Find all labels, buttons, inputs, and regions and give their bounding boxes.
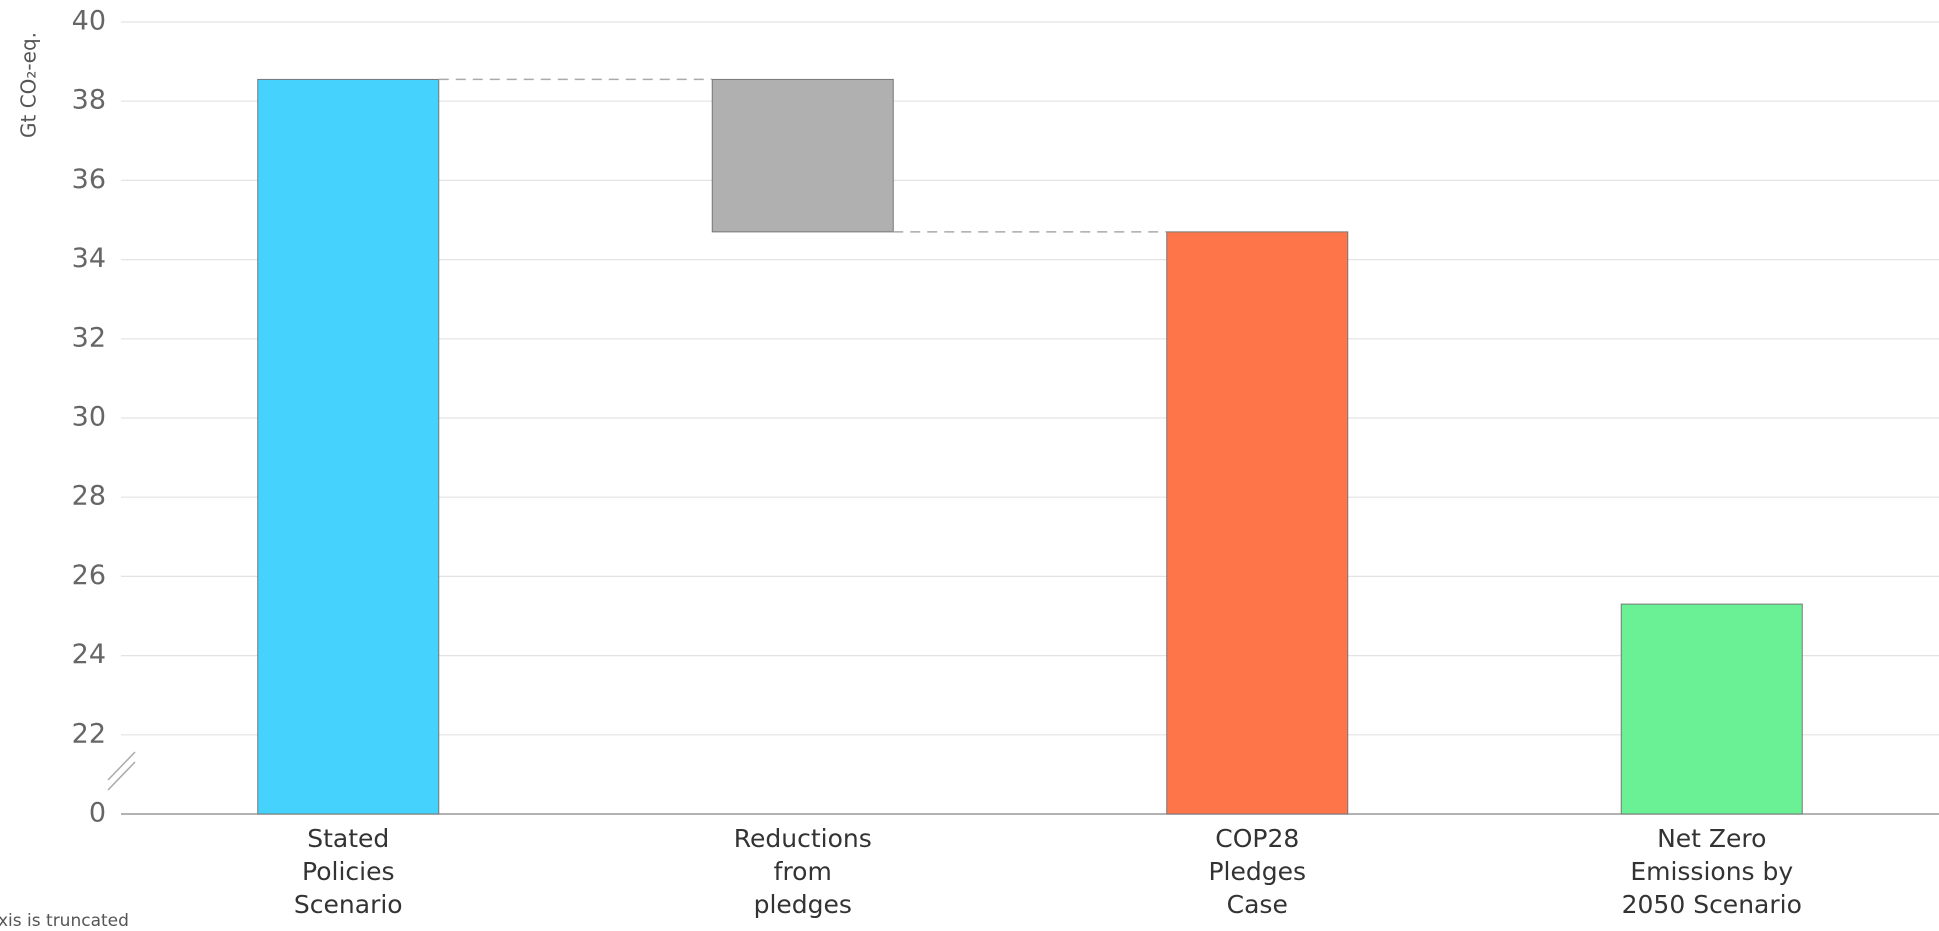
x-tick-label-line: pledges: [754, 890, 852, 919]
x-tick-label-line: Case: [1227, 890, 1288, 919]
x-tick-label: Reductions from pledges: [734, 824, 872, 919]
bar: [711, 78, 894, 233]
y-tick-label: 26: [72, 560, 106, 591]
x-tick-label: COP28 Pledges Case: [1208, 824, 1306, 919]
y-tick-label: 0: [89, 798, 106, 829]
x-tick-label: Net Zero Emissions by 2050 Scenario: [1622, 824, 1802, 919]
y-tick-label: 38: [72, 85, 106, 116]
y-tick-label: 34: [72, 243, 106, 274]
bar: [1166, 231, 1349, 815]
x-tick-label-line: 2050 Scenario: [1622, 890, 1802, 919]
y-tick-label: 30: [72, 402, 106, 433]
note: xis is truncated: [0, 911, 129, 931]
x-tick-label-line: Policies: [302, 857, 394, 886]
x-tick-label-line: COP28: [1215, 824, 1299, 853]
y-axis-label: Gt CO₂-eq.: [17, 32, 41, 138]
axis-break: [107, 761, 136, 791]
x-tick-label-line: Net Zero: [1657, 824, 1766, 853]
y-tick-label: 32: [72, 322, 106, 353]
x-tick-label-line: Emissions by: [1630, 857, 1793, 886]
x-tick-label-line: from: [774, 857, 832, 886]
y-tick-label: 36: [72, 164, 106, 195]
y-tick-label: 28: [72, 481, 106, 512]
y-tick-label: 40: [72, 6, 106, 37]
bar: [257, 78, 440, 815]
x-tick-label: Stated Policies Scenario: [294, 824, 403, 919]
y-tick-label: 24: [72, 639, 106, 670]
x-tick-label-line: Reductions: [734, 824, 872, 853]
x-tick-label-line: Scenario: [294, 890, 403, 919]
axis-break: [107, 751, 136, 781]
y-tick-label: 22: [72, 718, 106, 749]
x-tick-label-line: Pledges: [1208, 857, 1306, 886]
bar: [1620, 603, 1803, 815]
x-tick-label-line: Stated: [307, 824, 389, 853]
